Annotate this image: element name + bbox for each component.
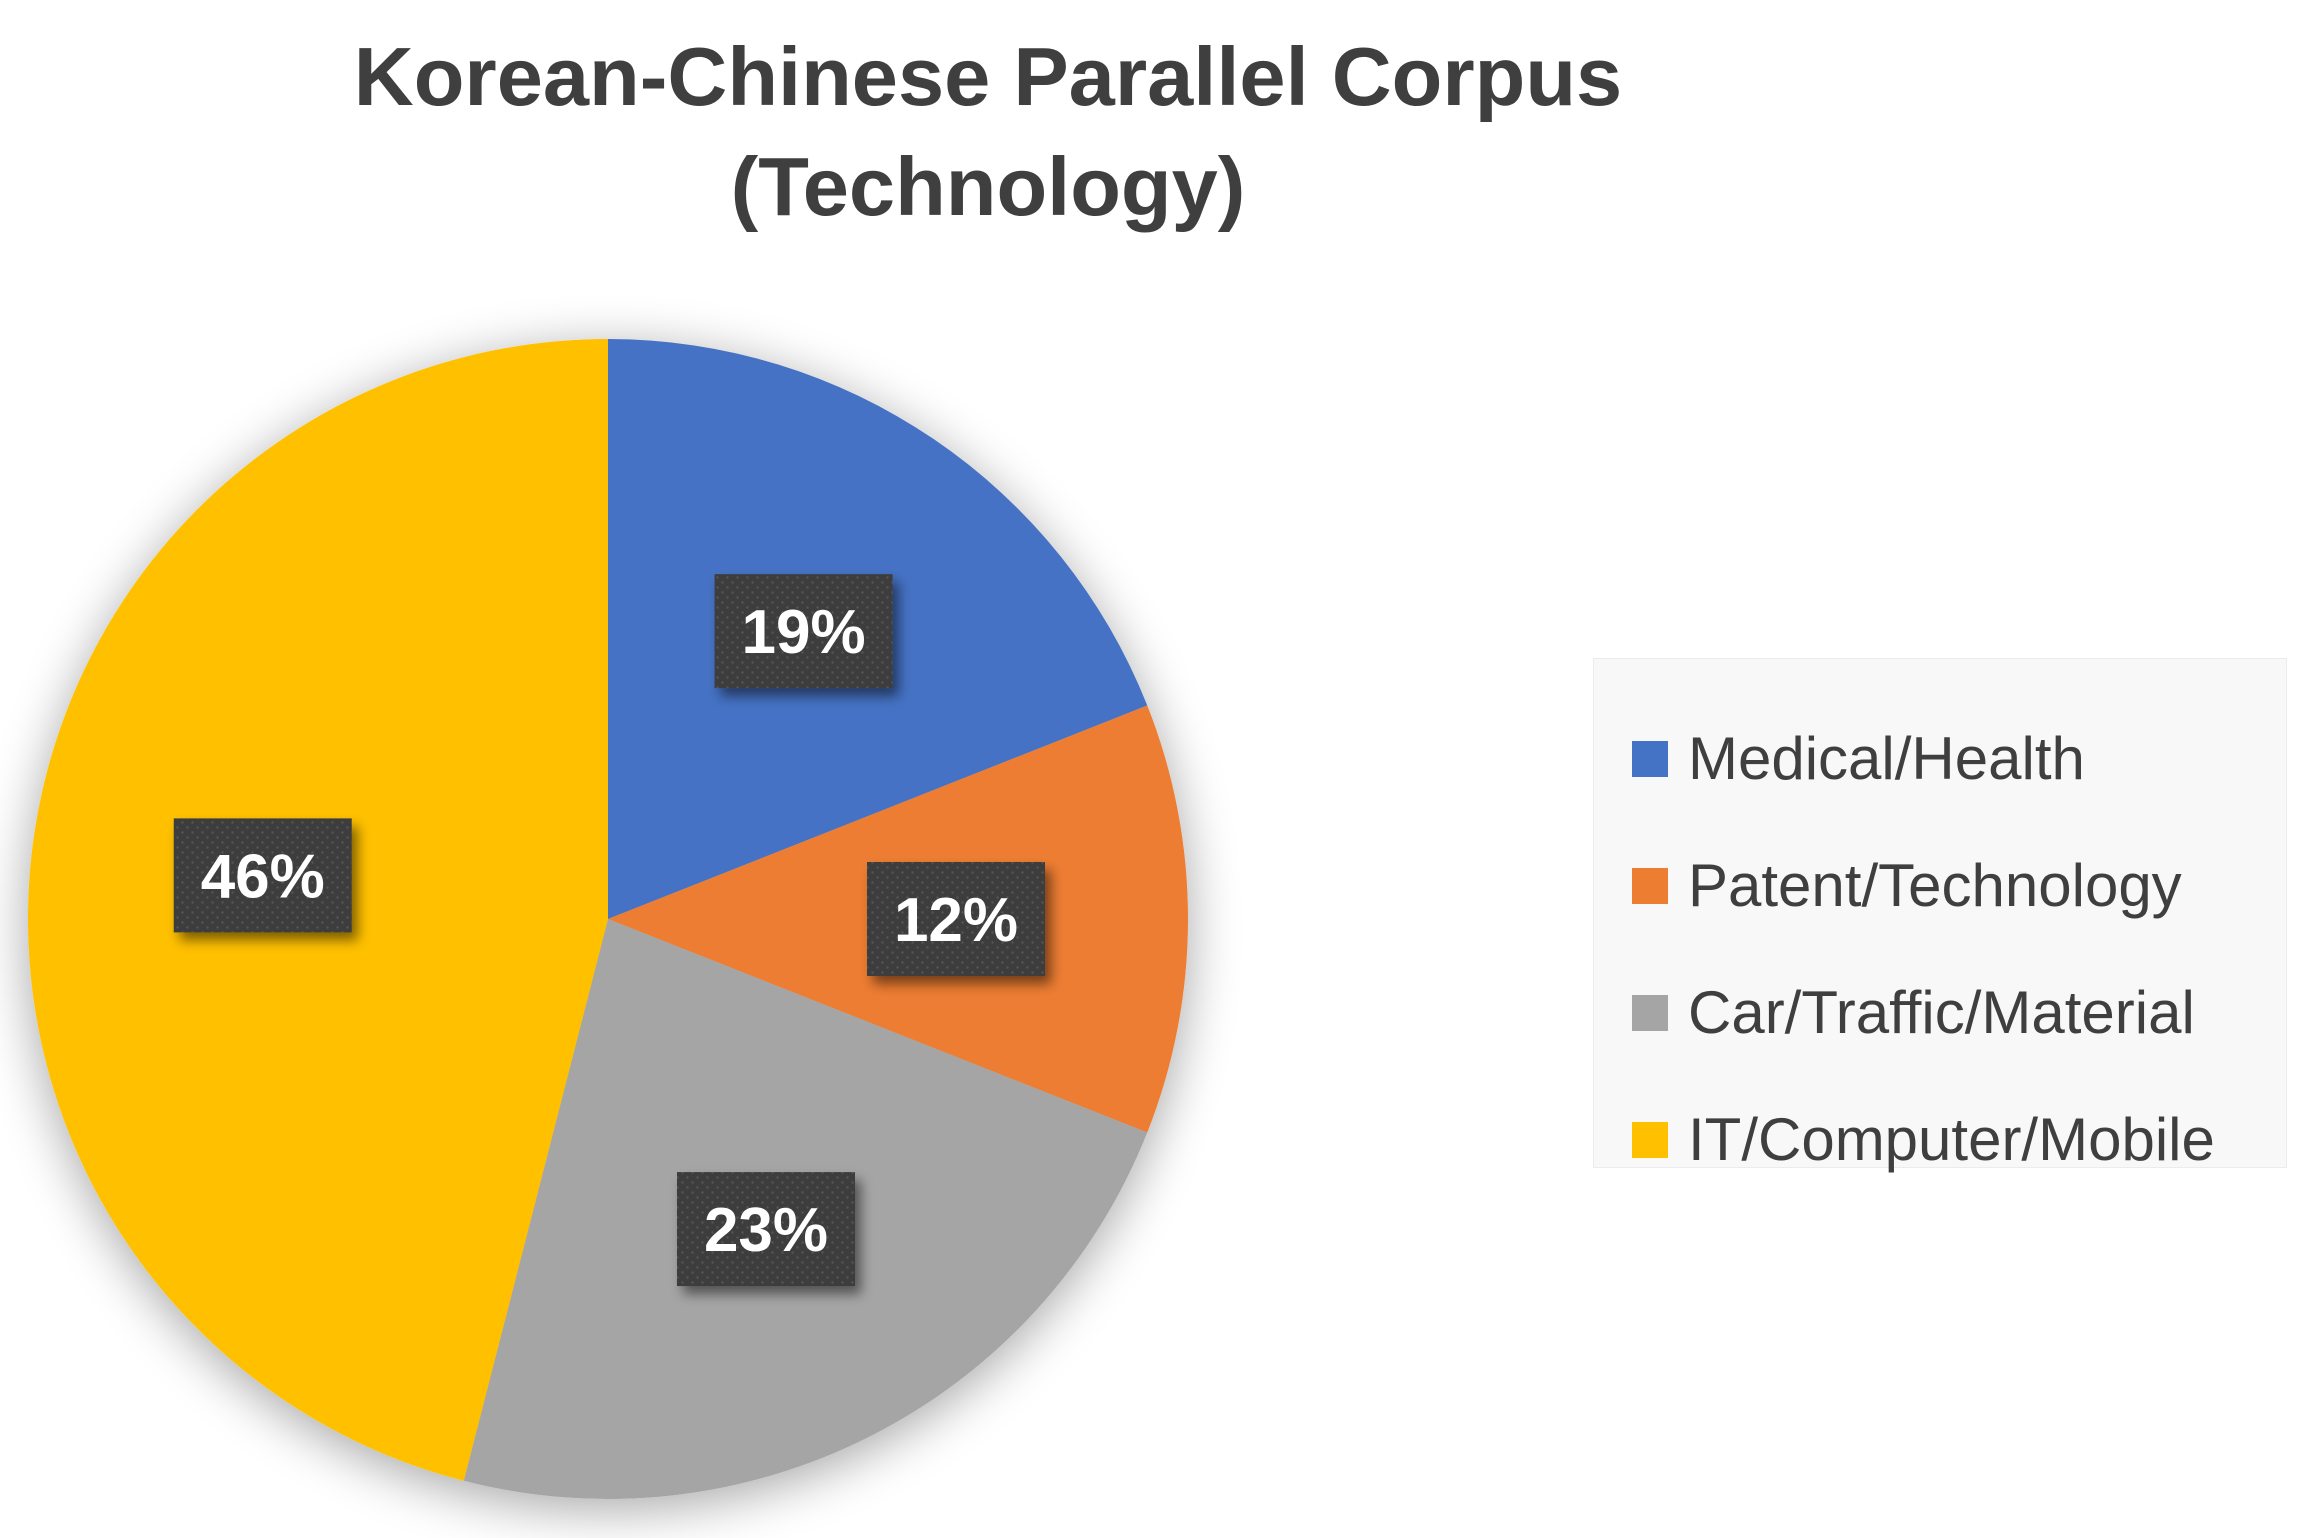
data-label-box xyxy=(867,862,1045,976)
data-label-text: 12% xyxy=(894,886,1018,955)
legend-item: IT/Computer/Mobile xyxy=(1594,1076,2286,1203)
chart-title-line-1: Korean-Chinese Parallel Corpus xyxy=(353,30,1623,123)
legend-swatch xyxy=(1632,740,1668,777)
data-label-text: 46% xyxy=(201,842,325,911)
legend-swatch xyxy=(1632,1121,1668,1158)
data-label-text: 19% xyxy=(742,598,866,667)
legend-label: IT/Computer/Mobile xyxy=(1688,1106,2215,1173)
chart-legend: Medical/Health Patent/Technology Car/Tra… xyxy=(1593,658,2287,1173)
chart-title: Korean-Chinese Parallel Corpus (Technolo… xyxy=(0,22,1976,242)
data-label-text: 23% xyxy=(704,1196,828,1265)
chart-title-line-2: (Technology) xyxy=(730,140,1246,233)
legend-swatch xyxy=(1632,994,1668,1031)
pie-data-labels: 19% 12% 23% 46% xyxy=(173,574,1045,1287)
legend-item: Medical/Health xyxy=(1594,695,2286,822)
data-label: 23% xyxy=(676,1172,855,1287)
data-label-box xyxy=(173,818,352,933)
legend-label: Car/Traffic/Material xyxy=(1688,979,2195,1046)
data-label: 19% xyxy=(714,574,893,689)
legend-item: Patent/Technology xyxy=(1594,822,2286,949)
data-label-box xyxy=(714,574,893,689)
data-label: 46% xyxy=(173,818,352,933)
legend-label: Patent/Technology xyxy=(1688,852,2182,919)
legend-label: Medical/Health xyxy=(1688,725,2085,792)
data-label-box xyxy=(676,1172,855,1287)
data-label: 12% xyxy=(867,862,1045,976)
legend-swatch xyxy=(1632,867,1668,904)
legend-item: Car/Traffic/Material xyxy=(1594,949,2286,1076)
